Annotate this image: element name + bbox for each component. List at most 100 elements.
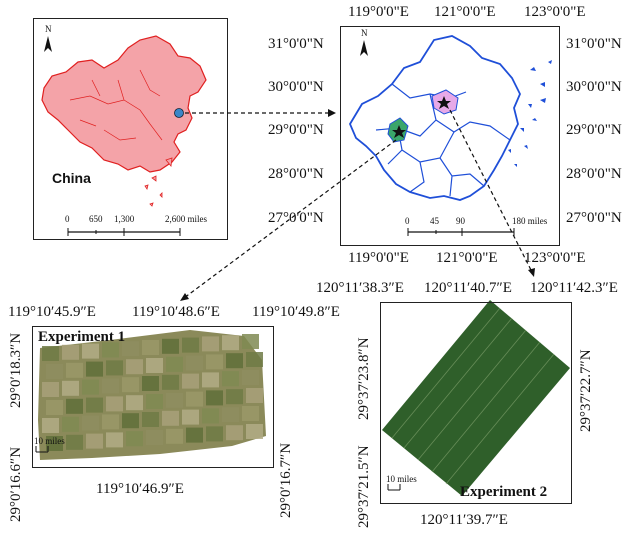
experiment1-imagery [38, 330, 266, 460]
field-plot [222, 335, 239, 351]
field-plot [206, 354, 223, 370]
field-plot [166, 428, 183, 444]
field-plot [126, 395, 143, 411]
field-plot [62, 380, 79, 396]
z-lon-bottom-0: 119°0'0"E [348, 250, 409, 266]
field-plot [86, 433, 103, 449]
field-plot [226, 389, 243, 405]
field-plot [142, 340, 159, 355]
field-plot [122, 377, 139, 393]
field-plot [86, 361, 103, 377]
field-plot [246, 388, 263, 403]
field-plot [226, 425, 243, 441]
north-label: N [45, 24, 52, 34]
field-plot [246, 352, 263, 367]
z-lon-top-0: 119°0'0"E [348, 4, 409, 20]
field-plot [46, 364, 63, 379]
field-plot [106, 396, 123, 412]
north-label-2: N [361, 28, 368, 38]
field-plot [202, 336, 219, 352]
field-plot [66, 398, 83, 414]
z-lon-bottom-2: 123°0'0"E [524, 250, 586, 266]
zhejiang-marker [174, 108, 184, 118]
field-plot [162, 410, 179, 426]
field-plot [102, 378, 119, 394]
exp1-title: Experiment 1 [38, 329, 126, 345]
field-plot [162, 374, 179, 390]
field-plot [182, 337, 199, 353]
field-plot [166, 356, 183, 372]
z-lat-left-1: 30°0'0"N [268, 79, 324, 95]
exp2-left-1: 29°37′21.5″N [356, 445, 372, 528]
exp1-right: 29°0′16.7″N [278, 442, 294, 518]
exp2-top-1: 120°11′40.7″E [424, 280, 512, 296]
zhejiang-scale-bar [407, 228, 515, 236]
field-plot [42, 382, 59, 397]
china-scale-bar [67, 228, 181, 236]
z-lat-left-2: 29°0'0"N [268, 122, 324, 138]
z-lat-right-3: 28°0'0"N [566, 166, 622, 182]
field-plot [42, 418, 59, 433]
field-plot [46, 400, 63, 415]
exp1-scale-label: 10 miles [34, 436, 65, 446]
field-plot [62, 416, 79, 432]
field-plot [226, 353, 243, 369]
field-plot [222, 407, 239, 423]
exp2-right: 29°37′22.7″N [578, 349, 594, 432]
field-plot [166, 392, 183, 408]
exp2-bottom: 120°11′39.7″E [420, 512, 508, 528]
north-arrow-icon [44, 36, 52, 52]
exp1-left-0: 29°0′18.3″N [8, 332, 24, 408]
field-plot [142, 412, 159, 427]
field-plot [142, 376, 159, 391]
field-plot [86, 397, 103, 413]
field-plot [66, 434, 83, 450]
exp1-top-2: 119°10′49.8″E [252, 304, 340, 320]
field-plot [46, 436, 63, 451]
exp1-scale-bar [35, 446, 49, 453]
z-scale-1: 45 [430, 216, 439, 226]
field-plot [202, 408, 219, 424]
field-plot [242, 406, 259, 421]
field-plot [102, 414, 119, 430]
field-plot [106, 432, 123, 448]
china-scale-1: 650 [89, 214, 103, 224]
field-plot [82, 379, 99, 395]
site1-star-icon [392, 125, 406, 138]
china-scale-3: 2,600 miles [165, 214, 207, 224]
experiment2-imagery [382, 300, 570, 496]
field-plot [62, 344, 79, 360]
china-scale-0: 0 [65, 214, 70, 224]
exp1-top-1: 119°10′48.6″E [132, 304, 220, 320]
z-lon-bottom-1: 121°0'0"E [436, 250, 498, 266]
site2-star-icon [437, 96, 451, 109]
z-lat-right-0: 31°0'0"N [566, 36, 622, 52]
field-plot [146, 430, 163, 445]
field-plot [242, 334, 259, 349]
zhejiang-map [348, 35, 552, 201]
field-plot [206, 426, 223, 442]
exp1-bottom: 119°10′46.9″E [96, 481, 184, 497]
field-plot [202, 372, 219, 388]
field-plot [126, 431, 143, 447]
field-plot [146, 358, 163, 373]
zhejiang-map-panel [340, 26, 560, 246]
field-plot [66, 362, 83, 378]
z-lat-left-0: 31°0'0"N [268, 36, 324, 52]
exp1-left-1: 29°0′16.6″N [8, 446, 24, 522]
field-plot [242, 370, 259, 385]
field-plot [122, 341, 139, 357]
exp1-top-0: 119°10′45.9″E [8, 304, 96, 320]
z-lon-top-2: 123°0'0"E [524, 4, 586, 20]
china-scale-2: 1,300 [114, 214, 135, 224]
z-scale-3: 180 miles [512, 216, 548, 226]
exp2-left-0: 29°37′23.8″N [356, 337, 372, 420]
z-lat-left-4: 27°0'0"N [268, 210, 324, 226]
field-plot [102, 342, 119, 358]
field-plot [206, 390, 223, 406]
z-scale-2: 90 [456, 216, 465, 226]
field-plot [42, 346, 59, 361]
field-plot [186, 427, 203, 443]
china-label: China [52, 170, 91, 186]
